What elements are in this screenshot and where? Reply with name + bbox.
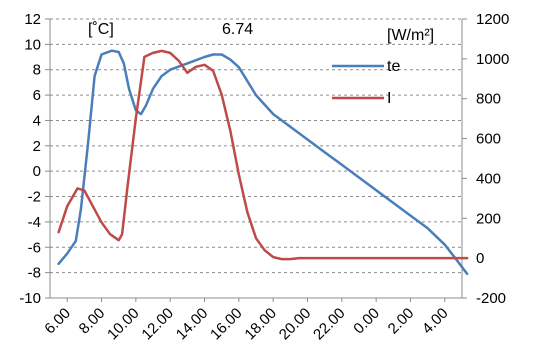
y-left-tick-label: 8: [33, 62, 41, 79]
x-tick-label: 4.00: [419, 305, 452, 338]
y-left-tick-label: 4: [33, 112, 41, 129]
y-left-tick-label: -2: [28, 189, 41, 206]
y-right-tick-label: 800: [476, 91, 501, 108]
y-left-tick-label: 2: [33, 138, 41, 155]
x-tick-label: 2.00: [385, 305, 418, 338]
y-right-tick-label: -200: [476, 290, 506, 307]
tick-labels: 12 10 8 6 4 2 0 -2 -4 -6 -8 -10 1200 1000 800 600 400 200…: [19, 11, 509, 343]
y-right-tick-label: 0: [476, 250, 484, 267]
legend-label-i: I: [387, 90, 391, 107]
y-right-tick-label: 200: [476, 210, 501, 227]
x-tick-label: 18.00: [241, 305, 280, 344]
left-unit-label: [˚C]: [88, 21, 114, 38]
y-left-tick-label: 0: [33, 163, 41, 180]
y-left-tick-label: -4: [28, 214, 41, 231]
y-left-tick-label: 12: [24, 11, 41, 28]
x-tick-label: 20.00: [276, 305, 315, 344]
x-tick-label: 10.00: [104, 305, 143, 344]
x-tick-label: 14.00: [173, 305, 212, 344]
x-tick-label: 6.00: [41, 305, 74, 338]
x-tick-label: 22.00: [310, 305, 349, 344]
series-line-i: [57, 49, 469, 261]
x-tick-label: 8.00: [76, 305, 109, 338]
y-right-tick-label: 1200: [476, 11, 509, 28]
y-left-tick-label: -10: [19, 290, 41, 307]
y-left-tick-label: 6: [33, 87, 41, 104]
right-unit-label: [W/m²]: [387, 27, 434, 44]
x-tick-label: 16.00: [207, 305, 246, 344]
y-left-tick-label: -8: [28, 265, 41, 282]
y-left-tick-label: 10: [24, 36, 41, 53]
y-left-tick-label: -6: [28, 239, 41, 256]
y-right-tick-label: 600: [476, 131, 501, 148]
x-tick-label: 0.00: [350, 305, 383, 338]
x-tick-label: 12.00: [138, 305, 177, 344]
y-right-tick-label: 400: [476, 170, 501, 187]
series-line-te: [57, 49, 469, 276]
legend-label-te: te: [387, 58, 400, 75]
annotation-value: 6.74: [222, 21, 253, 38]
y-right-tick-label: 1000: [476, 51, 509, 68]
legend: te I: [332, 58, 400, 107]
axes: [45, 18, 467, 302]
series-lines: [57, 49, 469, 276]
